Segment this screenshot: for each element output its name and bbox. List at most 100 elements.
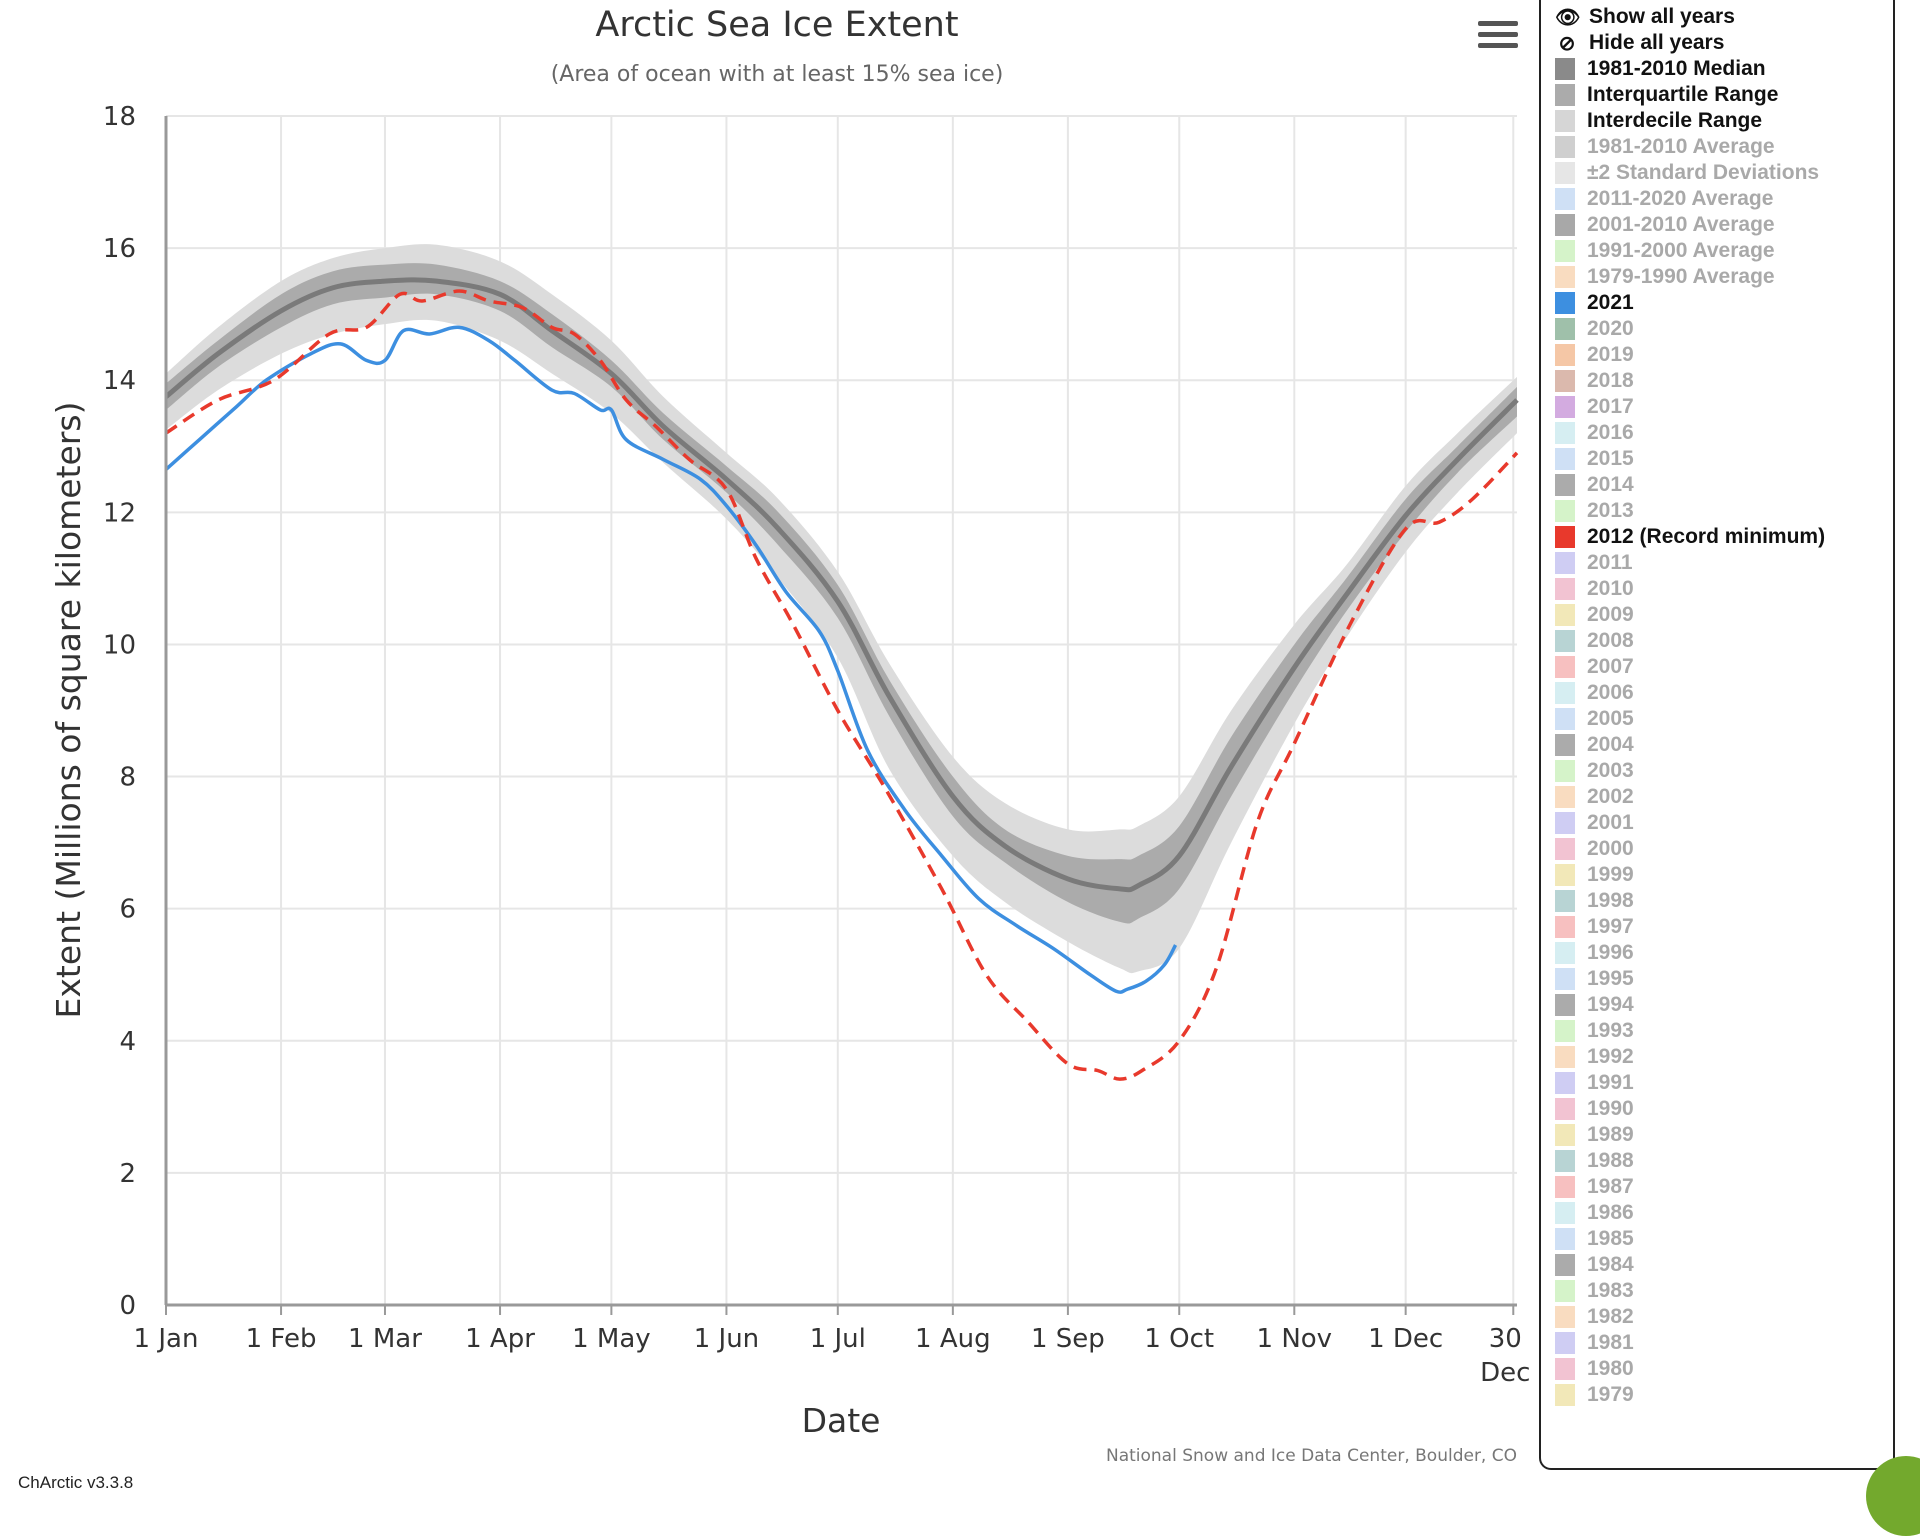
legend-item[interactable]: 1982 <box>1555 1304 1893 1330</box>
legend-swatch <box>1555 84 1575 106</box>
legend-item[interactable]: 1981 <box>1555 1330 1893 1356</box>
x-tick-label: 1 Nov <box>1257 1324 1333 1354</box>
legend-item[interactable]: 1996 <box>1555 940 1893 966</box>
legend-label: Interquartile Range <box>1587 83 1779 106</box>
legend-item[interactable]: 2000 <box>1555 836 1893 862</box>
hamburger-menu-icon[interactable] <box>1478 14 1518 54</box>
legend-item[interactable]: 1993 <box>1555 1018 1893 1044</box>
legend-label: 2017 <box>1587 395 1634 418</box>
y-axis-title: Extent (Millions of square kilometers) <box>49 402 88 1019</box>
legend-item[interactable]: 2014 <box>1555 472 1893 498</box>
legend-label: 1998 <box>1587 889 1634 912</box>
legend-item[interactable]: 2003 <box>1555 758 1893 784</box>
legend-item[interactable]: 1994 <box>1555 992 1893 1018</box>
legend-item[interactable]: 2007 <box>1555 654 1893 680</box>
legend-item[interactable]: 2015 <box>1555 446 1893 472</box>
legend-swatch <box>1555 422 1575 444</box>
legend-item[interactable]: 2012 (Record minimum) <box>1555 524 1893 550</box>
legend-item[interactable]: 1999 <box>1555 862 1893 888</box>
legend-swatch <box>1555 630 1575 652</box>
legend-item[interactable]: Interquartile Range <box>1555 82 1893 108</box>
legend-item[interactable]: 1987 <box>1555 1174 1893 1200</box>
legend-swatch <box>1555 578 1575 600</box>
interquartile-range-band <box>166 263 1517 924</box>
legend-item[interactable]: ±2 Standard Deviations <box>1555 160 1893 186</box>
legend-swatch <box>1555 968 1575 990</box>
legend-item[interactable]: 2001 <box>1555 810 1893 836</box>
legend-item[interactable]: 1991 <box>1555 1070 1893 1096</box>
legend-item[interactable]: 1988 <box>1555 1148 1893 1174</box>
legend-item[interactable]: 2021 <box>1555 290 1893 316</box>
legend-item[interactable]: 1981-2010 Average <box>1555 134 1893 160</box>
legend-item[interactable]: Interdecile Range <box>1555 108 1893 134</box>
legend-item[interactable]: 2020 <box>1555 316 1893 342</box>
legend-item[interactable]: 1979 <box>1555 1382 1893 1408</box>
legend-item[interactable]: 1989 <box>1555 1122 1893 1148</box>
chart-title: Arctic Sea Ice Extent <box>595 5 958 45</box>
legend-item[interactable]: 2009 <box>1555 602 1893 628</box>
legend-item[interactable]: 2013 <box>1555 498 1893 524</box>
legend-label: 1997 <box>1587 915 1634 938</box>
legend-swatch <box>1555 838 1575 860</box>
legend-swatch <box>1555 1020 1575 1042</box>
legend-item[interactable]: 2008 <box>1555 628 1893 654</box>
menu-bar <box>1478 20 1518 26</box>
legend-item[interactable]: 2019 <box>1555 342 1893 368</box>
legend-label: 2002 <box>1587 785 1634 808</box>
series-line <box>164 325 1178 994</box>
y-tick-label: 10 <box>103 630 136 660</box>
legend-item[interactable]: 2011 <box>1555 550 1893 576</box>
legend-label: 1985 <box>1587 1227 1634 1250</box>
legend-swatch <box>1555 1150 1575 1172</box>
legend-item[interactable]: 1995 <box>1555 966 1893 992</box>
legend-item[interactable]: 1981-2010 Median <box>1555 56 1893 82</box>
legend-item[interactable]: 2016 <box>1555 420 1893 446</box>
legend-item[interactable]: 2006 <box>1555 680 1893 706</box>
legend-swatch <box>1555 1384 1575 1406</box>
show-all-years-button[interactable]: 👁 Show all years <box>1555 4 1893 30</box>
legend-item[interactable]: 1992 <box>1555 1044 1893 1070</box>
legend-label: 2019 <box>1587 343 1634 366</box>
legend-swatch <box>1555 604 1575 626</box>
legend-items: 1981-2010 Median Interquartile Range Inter… <box>1555 56 1893 1408</box>
legend-swatch <box>1555 292 1575 314</box>
legend-label: 2015 <box>1587 447 1634 470</box>
legend-label: 2001 <box>1587 811 1634 834</box>
legend-item[interactable]: 1991-2000 Average <box>1555 238 1893 264</box>
legend-item[interactable]: 2010 <box>1555 576 1893 602</box>
legend-item[interactable]: 1998 <box>1555 888 1893 914</box>
legend-label: 1989 <box>1587 1123 1634 1146</box>
y-tick-label: 6 <box>119 895 136 925</box>
legend-swatch <box>1555 240 1575 262</box>
legend-item[interactable]: 2017 <box>1555 394 1893 420</box>
legend-label: Interdecile Range <box>1587 109 1763 132</box>
legend-item[interactable]: 1984 <box>1555 1252 1893 1278</box>
legend-item[interactable]: 1990 <box>1555 1096 1893 1122</box>
legend-label: 1988 <box>1587 1149 1634 1172</box>
legend-swatch <box>1555 1046 1575 1068</box>
legend-swatch <box>1555 786 1575 808</box>
legend-swatch <box>1555 1098 1575 1120</box>
legend-item[interactable]: 1983 <box>1555 1278 1893 1304</box>
legend-item[interactable]: 2004 <box>1555 732 1893 758</box>
legend-item[interactable]: 1985 <box>1555 1226 1893 1252</box>
legend-item[interactable]: 1986 <box>1555 1200 1893 1226</box>
legend-item[interactable]: 2001-2010 Average <box>1555 212 1893 238</box>
legend-item[interactable]: 1979-1990 Average <box>1555 264 1893 290</box>
legend-item[interactable]: 2011-2020 Average <box>1555 186 1893 212</box>
legend-item[interactable]: 2002 <box>1555 784 1893 810</box>
legend-label: 2014 <box>1587 473 1634 496</box>
chart-area: Arctic Sea Ice Extent (Area of ocean wit… <box>49 5 1530 1466</box>
legend-label: 2007 <box>1587 655 1634 678</box>
legend-item[interactable]: 2018 <box>1555 368 1893 394</box>
legend-label: 2012 (Record minimum) <box>1587 525 1826 548</box>
legend-label: 2008 <box>1587 629 1634 652</box>
legend-item[interactable]: 1997 <box>1555 914 1893 940</box>
legend-swatch <box>1555 136 1575 158</box>
legend-item[interactable]: 2005 <box>1555 706 1893 732</box>
hide-all-years-button[interactable]: ⊘ Hide all years <box>1555 30 1893 56</box>
legend-item[interactable]: 1980 <box>1555 1356 1893 1382</box>
hide-all-years-label: Hide all years <box>1589 31 1725 54</box>
x-tick-label: 1 Jan <box>134 1324 199 1354</box>
legend-swatch <box>1555 474 1575 496</box>
